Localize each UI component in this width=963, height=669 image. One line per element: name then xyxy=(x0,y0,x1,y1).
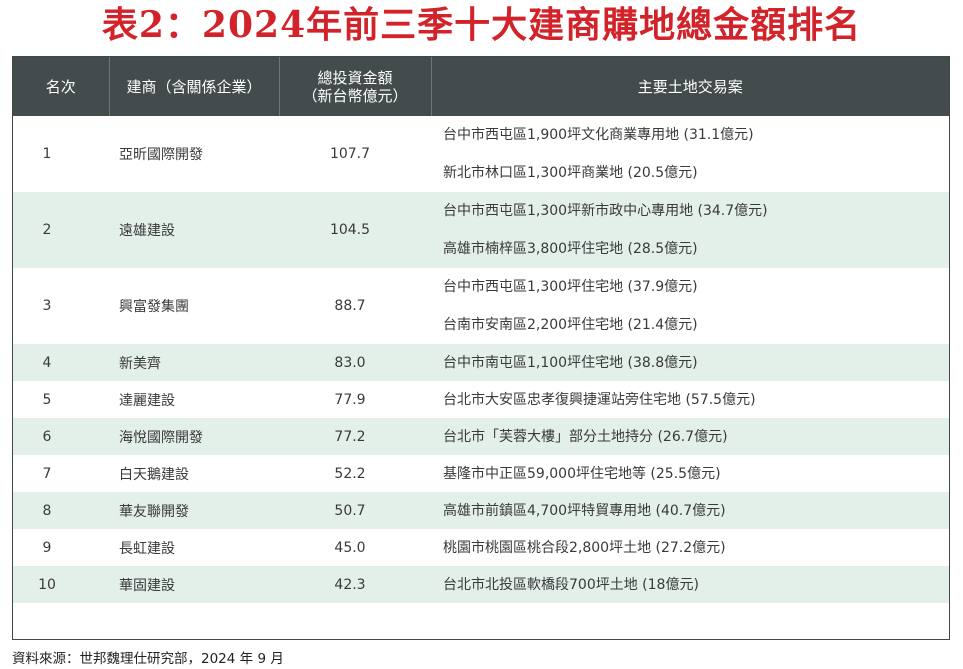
amount-cell: 45.0 xyxy=(279,529,431,566)
deal-item: 台中市西屯區1,300坪住宅地 (37.9億元) xyxy=(443,279,698,295)
deals-cell: 台中市南屯區1,100坪住宅地 (38.8億元) xyxy=(431,344,949,381)
deals-cell: 台中市西屯區1,900坪文化商業專用地 (31.1億元) 新北市林口區1,300坪… xyxy=(431,116,949,192)
table-row: 9 長虹建設 45.0 桃園市桃園區桃合段2,800坪土地 (27.2億元) xyxy=(13,529,949,566)
table-row: 6 海悅國際開發 77.2 台北市「芙蓉大樓」部分土地持分 (26.7億元) xyxy=(13,418,949,455)
deal-item: 台中市西屯區1,300坪新市政中心專用地 (34.7億元) xyxy=(443,203,768,219)
amount-cell: 107.7 xyxy=(279,116,431,192)
deal-item: 台北市「芙蓉大樓」部分土地持分 (26.7億元) xyxy=(443,429,728,445)
table-header: 名次 建商（含關係企業） 總投資金額 （新台幣億元） 主要土地交易案 xyxy=(13,57,949,116)
deal-item: 台北市大安區忠孝復興捷運站旁住宅地 (57.5億元) xyxy=(443,392,756,408)
amount-cell: 77.9 xyxy=(279,381,431,418)
builder-cell: 遠雄建設 xyxy=(109,192,279,268)
deals-cell: 台北市「芙蓉大樓」部分土地持分 (26.7億元) xyxy=(431,418,949,455)
table-row: 1 亞昕國際開發 107.7 台中市西屯區1,900坪文化商業專用地 (31.1億元)… xyxy=(13,116,949,192)
deals-cell: 高雄市前鎮區4,700坪特貿專用地 (40.7億元) xyxy=(431,492,949,529)
amount-cell: 50.7 xyxy=(279,492,431,529)
table-row: 8 華友聯開發 50.7 高雄市前鎮區4,700坪特貿專用地 (40.7億元) xyxy=(13,492,949,529)
rank-cell: 2 xyxy=(13,192,109,268)
deal-item: 台中市西屯區1,900坪文化商業專用地 (31.1億元) xyxy=(443,127,754,143)
table-row: 3 興富發集團 88.7 台中市西屯區1,300坪住宅地 (37.9億元) 台南市安南區… xyxy=(13,268,949,344)
amount-cell: 83.0 xyxy=(279,344,431,381)
rank-cell: 1 xyxy=(13,116,109,192)
table-row: 4 新美齊 83.0 台中市南屯區1,100坪住宅地 (38.8億元) xyxy=(13,344,949,381)
table-row: 7 白天鵝建設 52.2 基隆市中正區59,000坪住宅地等 (25.5億元) xyxy=(13,455,949,492)
rank-cell: 10 xyxy=(13,566,109,603)
builder-cell: 海悅國際開發 xyxy=(109,418,279,455)
table-row: 5 達麗建設 77.9 台北市大安區忠孝復興捷運站旁住宅地 (57.5億元) xyxy=(13,381,949,418)
deal-item: 台中市南屯區1,100坪住宅地 (38.8億元) xyxy=(443,355,698,371)
header-rank: 名次 xyxy=(13,57,110,116)
rank-cell: 7 xyxy=(13,455,109,492)
rank-cell: 3 xyxy=(13,268,109,344)
header-amount-line1: 總投資金額 xyxy=(317,68,393,87)
deals-cell: 台中市西屯區1,300坪新市政中心專用地 (34.7億元) 高雄市楠梓區3,800… xyxy=(431,192,949,268)
amount-cell: 42.3 xyxy=(279,566,431,603)
table-row: 2 遠雄建設 104.5 台中市西屯區1,300坪新市政中心專用地 (34.7億元) 高… xyxy=(13,192,949,268)
header-deals: 主要土地交易案 xyxy=(431,57,949,116)
deal-item: 台南市安南區2,200坪住宅地 (21.4億元) xyxy=(443,317,698,333)
header-amount: 總投資金額 （新台幣億元） xyxy=(279,57,432,116)
deals-cell: 台北市大安區忠孝復興捷運站旁住宅地 (57.5億元) xyxy=(431,381,949,418)
deal-item: 新北市林口區1,300坪商業地 (20.5億元) xyxy=(443,165,698,181)
builder-cell: 華固建設 xyxy=(109,566,279,603)
rank-cell: 5 xyxy=(13,381,109,418)
source-note: 資料來源：世邦魏理仕研究部，2024 年 9 月 xyxy=(12,651,284,667)
builder-cell: 長虹建設 xyxy=(109,529,279,566)
builder-cell: 新美齊 xyxy=(109,344,279,381)
builder-cell: 亞昕國際開發 xyxy=(109,116,279,192)
deals-cell: 台中市西屯區1,300坪住宅地 (37.9億元) 台南市安南區2,200坪住宅地 … xyxy=(431,268,949,344)
ranking-table: 名次 建商（含關係企業） 總投資金額 （新台幣億元） 主要土地交易案 1 亞昕國際… xyxy=(12,56,950,640)
table-body: 1 亞昕國際開發 107.7 台中市西屯區1,900坪文化商業專用地 (31.1億元)… xyxy=(13,116,949,603)
amount-cell: 52.2 xyxy=(279,455,431,492)
rank-cell: 4 xyxy=(13,344,109,381)
rank-cell: 6 xyxy=(13,418,109,455)
builder-cell: 白天鵝建設 xyxy=(109,455,279,492)
amount-cell: 104.5 xyxy=(279,192,431,268)
rank-cell: 8 xyxy=(13,492,109,529)
deal-item: 高雄市前鎮區4,700坪特貿專用地 (40.7億元) xyxy=(443,503,726,519)
builder-cell: 興富發集團 xyxy=(109,268,279,344)
amount-cell: 88.7 xyxy=(279,268,431,344)
deals-cell: 台北市北投區軟橋段700坪土地 (18億元) xyxy=(431,566,949,603)
deals-cell: 基隆市中正區59,000坪住宅地等 (25.5億元) xyxy=(431,455,949,492)
builder-cell: 華友聯開發 xyxy=(109,492,279,529)
header-amount-line2: （新台幣億元） xyxy=(302,86,408,105)
deal-item: 桃園市桃園區桃合段2,800坪土地 (27.2億元) xyxy=(443,540,726,556)
amount-cell: 77.2 xyxy=(279,418,431,455)
page-title: 表2：2024年前三季十大建商購地總金額排名 xyxy=(101,4,862,46)
deal-item: 高雄市楠梓區3,800坪住宅地 (28.5億元) xyxy=(443,241,698,257)
builder-cell: 達麗建設 xyxy=(109,381,279,418)
deal-item: 基隆市中正區59,000坪住宅地等 (25.5億元) xyxy=(443,466,721,482)
header-builder: 建商（含關係企業） xyxy=(109,57,280,116)
deal-item: 台北市北投區軟橋段700坪土地 (18億元) xyxy=(443,577,699,593)
deals-cell: 桃園市桃園區桃合段2,800坪土地 (27.2億元) xyxy=(431,529,949,566)
rank-cell: 9 xyxy=(13,529,109,566)
table-row: 10 華固建設 42.3 台北市北投區軟橋段700坪土地 (18億元) xyxy=(13,566,949,603)
